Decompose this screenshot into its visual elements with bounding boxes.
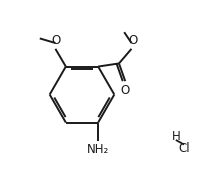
Text: O: O [52,34,61,47]
Text: H: H [171,130,180,143]
Text: O: O [128,34,137,47]
Text: O: O [121,84,130,97]
Text: Cl: Cl [178,142,190,155]
Text: NH₂: NH₂ [87,143,109,156]
